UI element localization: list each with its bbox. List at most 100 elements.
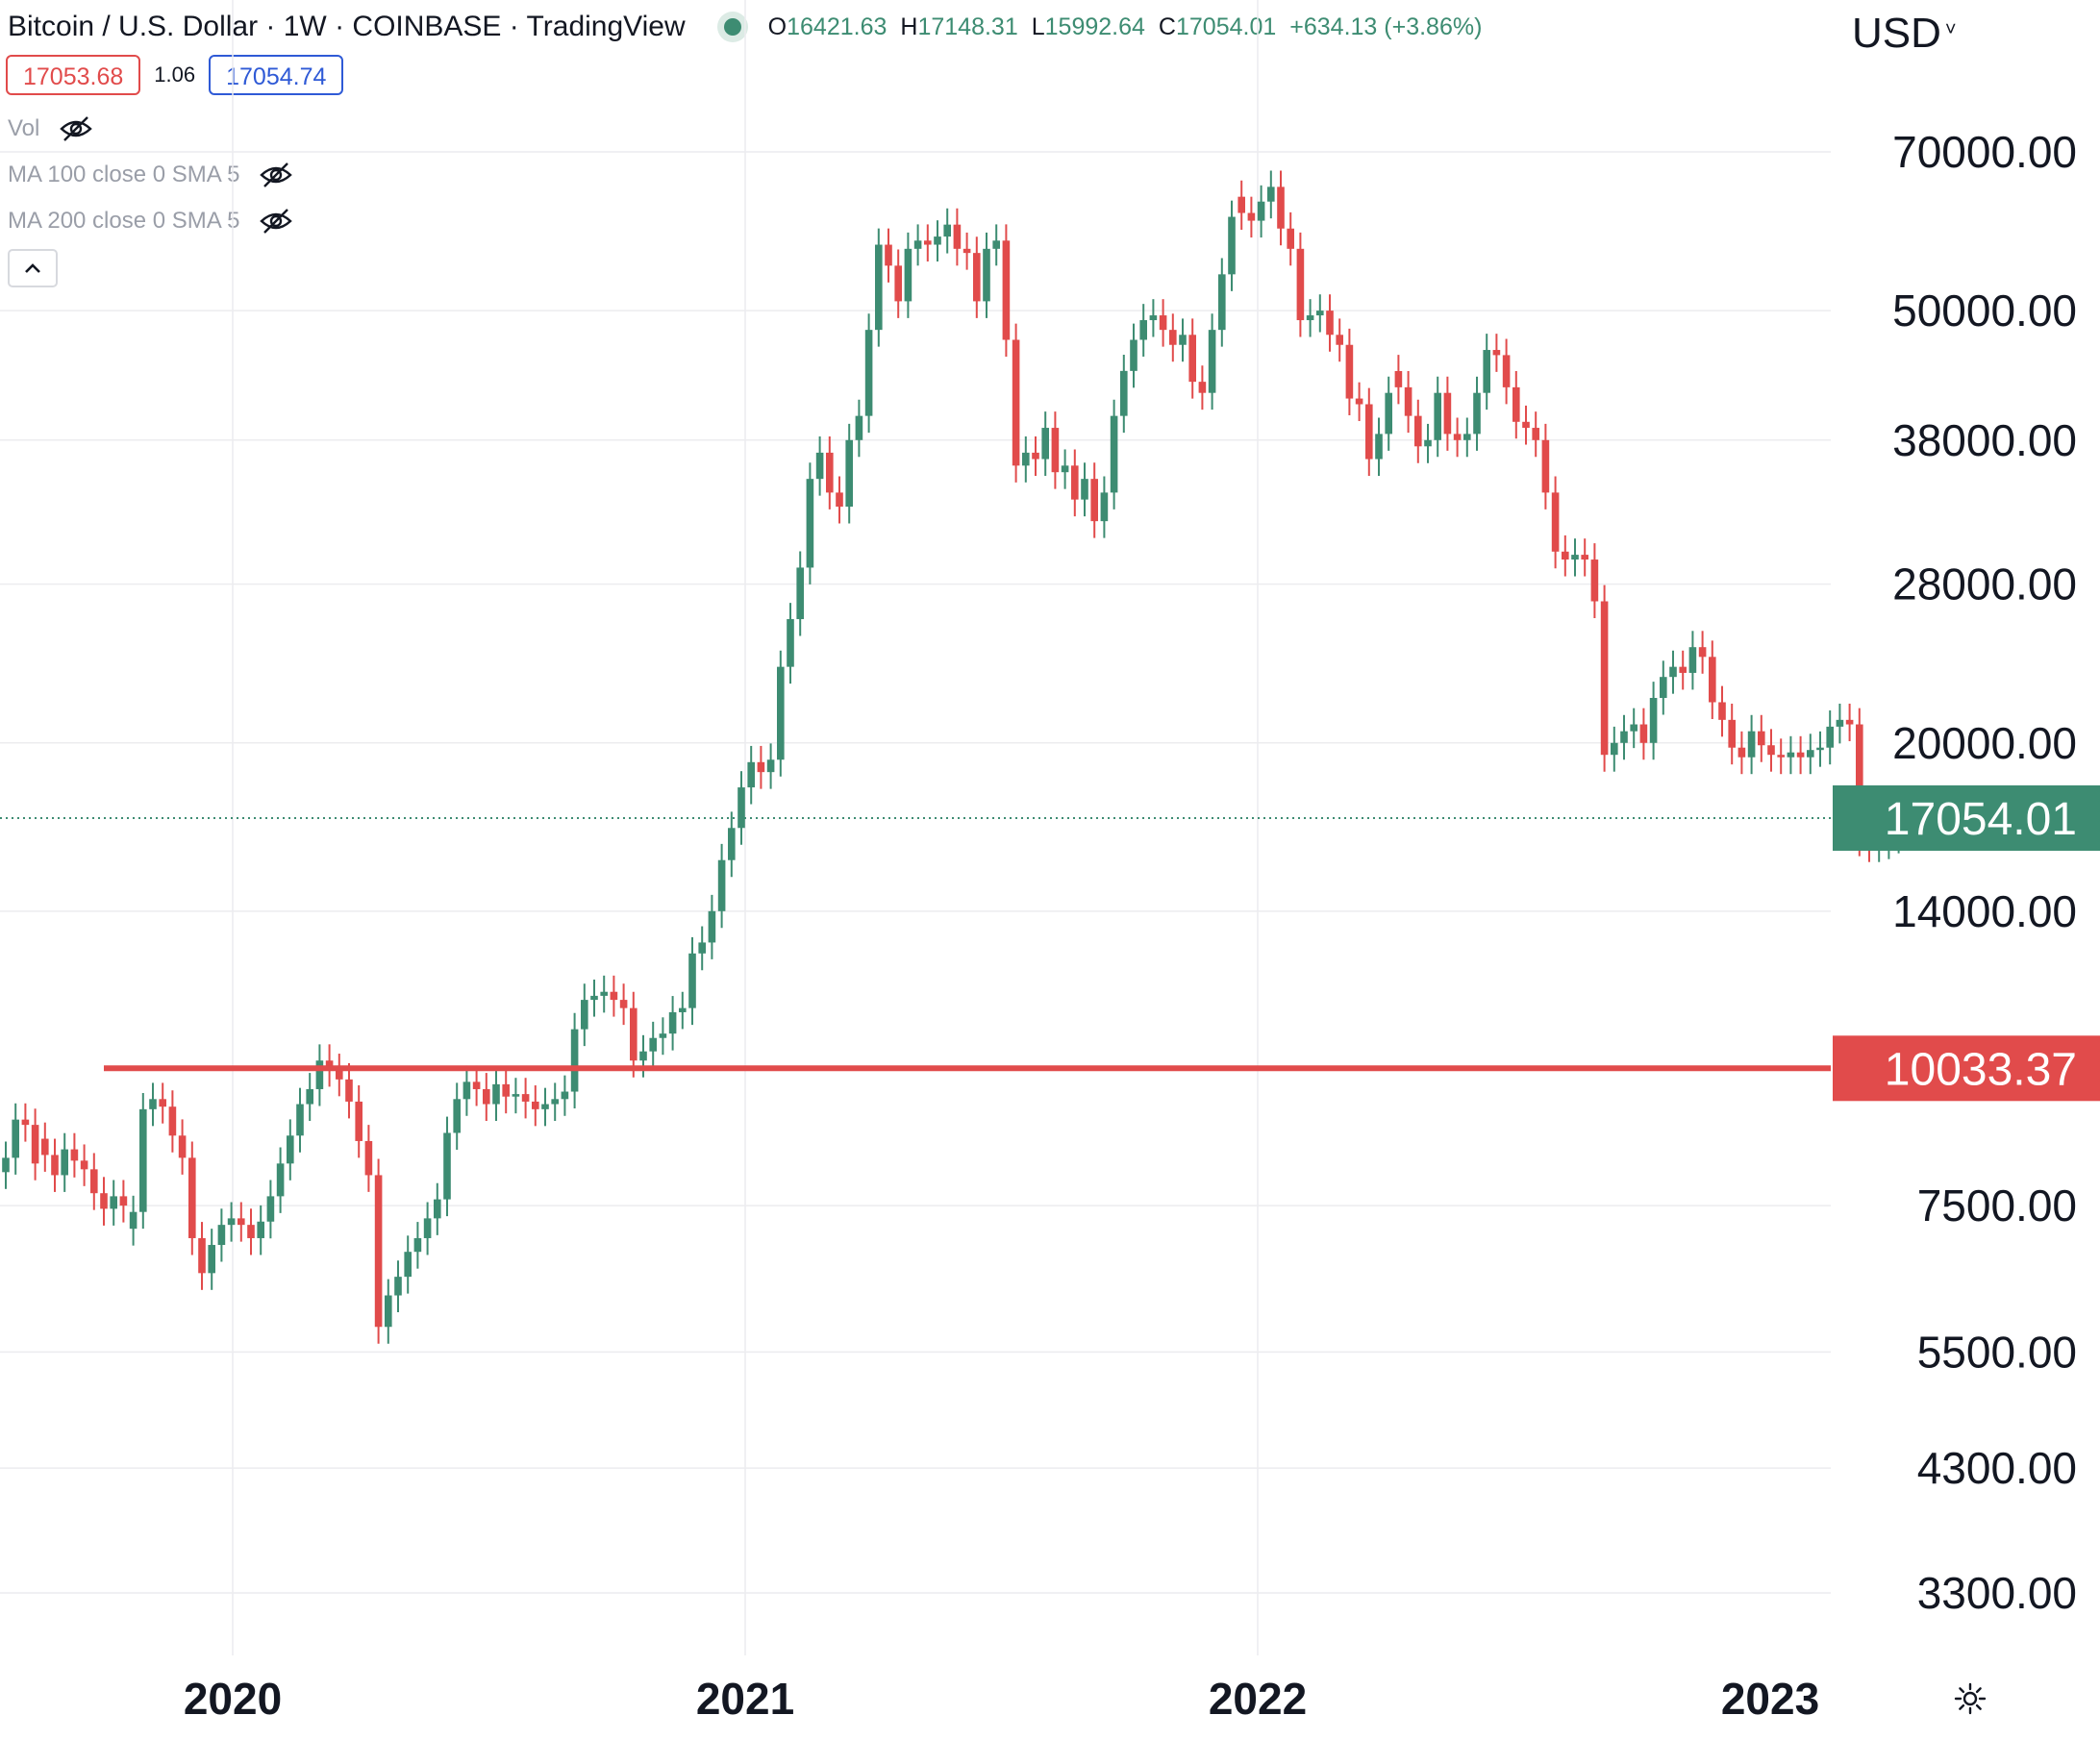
candle-body [845,439,853,508]
candle-body [1620,731,1628,743]
gear-icon[interactable] [1954,1682,1987,1715]
candle-body [1188,335,1196,383]
candle-body [747,761,755,788]
candle-body [512,1094,520,1097]
candle-body [1796,752,1805,758]
indicator-vol[interactable]: Vol [8,115,93,142]
candle-body [1002,240,1011,340]
currency-selector[interactable]: USD ˅ [1852,10,1957,58]
candle-body [1394,370,1403,387]
candle-body [1051,428,1060,473]
y-tick-label: 20000.00 [1892,718,2077,768]
candle-body [1306,315,1314,321]
eye-hidden-icon[interactable] [259,162,293,188]
candle-body [787,619,794,667]
candle-body [619,1000,628,1008]
candle-body [864,330,873,416]
candle-body [1316,311,1324,316]
last-price-label: 17054.01 [1885,794,2077,845]
candle-body [1639,724,1648,743]
candle-body [385,1295,392,1328]
candle-body [129,1211,138,1230]
candle-body [1296,248,1305,321]
candle-body [581,1000,588,1030]
candle-body [708,910,716,943]
collapse-legend-button[interactable] [8,249,58,287]
candle-body [257,1221,264,1238]
candle-body [1787,752,1795,758]
y-tick-label: 7500.00 [1917,1181,2077,1230]
candle-body [364,1140,373,1176]
candle-body [404,1252,412,1278]
buy-button[interactable]: 17054.74 [209,55,344,95]
indicator-label: MA 200 close 0 SMA 5 [8,208,240,234]
candle-body [443,1132,451,1200]
candle-body [1365,404,1373,460]
candle-body [1816,747,1824,751]
candle-body [1698,647,1707,658]
candle-body [1512,386,1520,422]
candle-body [983,248,990,302]
candle-body [1218,274,1226,331]
candle-body [1287,228,1294,249]
symbol-title[interactable]: Bitcoin / U.S. Dollar · 1W · COINBASE · … [8,11,686,42]
candle-body [1139,320,1147,340]
candle-body [325,1060,334,1070]
support-price-tag [1833,1035,2100,1102]
indicator-label: MA 100 close 0 SMA 5 [8,162,240,187]
candle-body [1198,382,1207,393]
candle-body [1345,344,1354,399]
eye-hidden-icon[interactable] [259,208,293,235]
candle-body [1649,698,1658,743]
candle-body [728,828,736,860]
candle-body [188,1157,196,1238]
candle-body [590,995,598,1001]
candle-body [178,1135,187,1158]
candle-body [717,859,726,911]
price-change: +634.13 (+3.86%) [1289,12,1483,40]
candle-body [1758,731,1765,746]
candle-body [1600,601,1609,756]
candle-body [80,1160,88,1170]
candle-body [413,1237,422,1253]
candle-body [462,1081,471,1100]
candle-body [1090,479,1098,522]
candle-body [51,1155,59,1176]
candle-body [600,991,608,996]
candle-body [1767,745,1775,756]
candle-body [1807,750,1814,758]
candle-body [1130,339,1138,371]
candle-body [551,1099,559,1105]
y-tick-label: 38000.00 [1892,415,2077,465]
candle-body [1541,439,1550,493]
eye-hidden-icon[interactable] [59,115,93,142]
candle-body [826,452,834,493]
candle-body [1032,452,1039,460]
candle-body [1012,339,1020,466]
candle-body [1718,702,1726,720]
candle-body [738,787,745,829]
candle-body [119,1196,128,1206]
chevron-down-icon: ˅ [1944,19,1957,40]
candle-body [238,1218,245,1226]
candle-body [1453,434,1462,440]
indicator-label: Vol [8,115,40,141]
candle-body [31,1125,39,1164]
candle-body [1679,666,1687,673]
indicator-ma100[interactable]: MA 100 close 0 SMA 5 [8,162,293,188]
candle-body [668,1011,677,1034]
candle-body [1336,335,1343,345]
candle-body [287,1135,294,1164]
candle-body [1688,647,1697,673]
candle-body [1355,398,1363,405]
candle-body [1660,677,1667,699]
indicator-ma200[interactable]: MA 200 close 0 SMA 5 [8,208,293,235]
candle-body [1845,719,1854,725]
candle-body [943,224,951,237]
candle-body [1590,559,1599,602]
candle-body [659,1033,667,1038]
candle-body [492,1083,500,1105]
sell-button[interactable]: 17053.68 [6,55,141,95]
market-status-icon [723,18,741,36]
